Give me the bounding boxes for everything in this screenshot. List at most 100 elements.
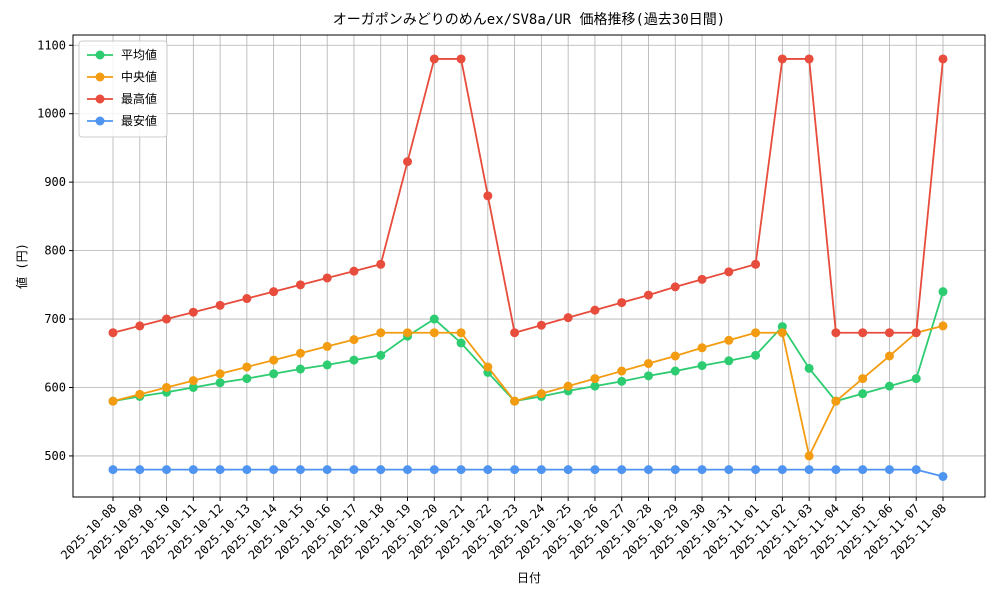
data-point [777,465,787,475]
data-point [938,54,948,64]
data-point [670,366,680,376]
data-point [269,287,279,297]
data-point [911,328,921,338]
data-point [911,374,921,384]
data-point [697,465,707,475]
data-point [322,465,332,475]
data-point [429,314,439,324]
data-point [349,266,359,276]
data-point [483,191,493,201]
data-point [697,343,707,353]
data-point [643,371,653,381]
data-point [751,259,761,269]
data-point [108,465,118,475]
legend-box [78,40,168,138]
data-point [724,335,734,345]
data-point [510,465,520,475]
data-point [617,366,627,376]
data-point [670,465,680,475]
plot-frame [72,34,986,498]
data-point [376,465,386,475]
data-point [536,465,546,475]
data-point [804,54,814,64]
data-point [429,54,439,64]
data-point [215,465,225,475]
data-point [456,465,466,475]
data-point [242,374,252,384]
data-point [322,341,332,351]
series-line [112,291,944,403]
data-point [349,355,359,365]
data-point [215,300,225,310]
data-point [295,364,305,374]
data-point [938,321,948,331]
data-point [590,374,600,384]
data-point [162,465,172,475]
data-point [349,335,359,345]
data-point [670,351,680,361]
data-point [751,350,761,360]
data-point [751,465,761,475]
y-tick-label: 800 [44,244,66,258]
data-point [242,362,252,372]
data-point [563,381,573,391]
data-point [349,465,359,475]
data-point [777,328,787,338]
data-point [376,350,386,360]
data-point [162,382,172,392]
data-point [135,389,145,399]
data-point [724,465,734,475]
data-point [215,369,225,379]
chart-title: オーガポンみどりのめんex/SV8a/UR 価格推移(過去30日間) [333,12,725,28]
data-point [376,259,386,269]
data-point [429,465,439,475]
data-point [777,322,787,332]
data-point [724,356,734,366]
legend-label: 最安値 [121,113,157,128]
y-axis-label: 値 (円) [14,243,29,289]
data-point [322,273,332,283]
data-point [376,328,386,338]
data-point [858,389,868,399]
data-point [590,381,600,391]
data-point [751,328,761,338]
legend-marker [95,116,105,126]
data-point [938,287,948,297]
data-point [403,465,413,475]
data-point [563,313,573,323]
data-point [643,290,653,300]
data-point [804,451,814,461]
legend-marker [95,94,105,104]
legend-label: 平均値 [121,47,157,62]
data-point [697,274,707,284]
legend-label: 最高値 [121,91,157,106]
data-point [884,465,894,475]
data-point [322,360,332,370]
data-point [403,157,413,167]
data-point [590,305,600,315]
data-point [643,465,653,475]
data-point [536,389,546,399]
data-point [938,471,948,481]
data-point [804,363,814,373]
data-point [242,294,252,304]
data-point [483,465,493,475]
data-point [804,465,814,475]
x-axis-label: 日付 [517,571,541,585]
data-point [563,465,573,475]
data-point [617,376,627,386]
data-point [188,465,198,475]
data-point [617,298,627,308]
data-point [831,328,841,338]
data-point [456,338,466,348]
data-point [670,282,680,292]
data-point [858,465,868,475]
data-point [108,396,118,406]
legend-label: 中央値 [121,69,157,84]
data-point [108,328,118,338]
legend-marker [95,72,105,82]
series-line [112,58,944,334]
legend-marker [95,50,105,60]
data-point [884,328,894,338]
